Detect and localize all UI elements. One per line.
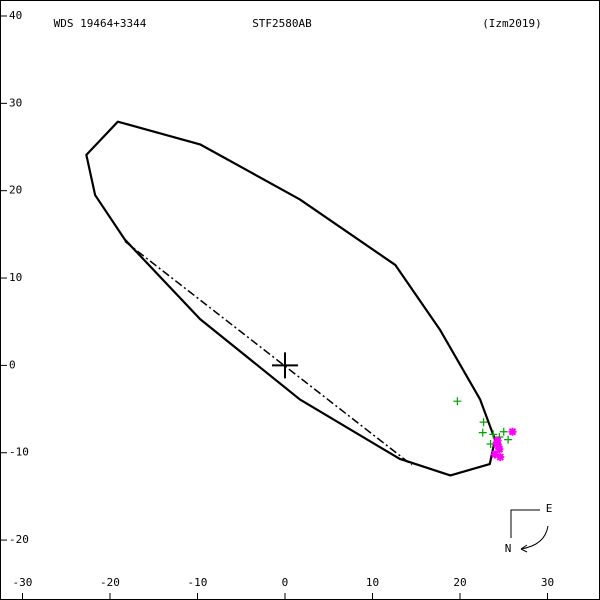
- compass-north: N: [505, 542, 512, 555]
- wds-label: WDS 19464+3344: [54, 17, 147, 30]
- observation: [453, 397, 462, 406]
- primary-star: [271, 352, 298, 379]
- observation: [489, 430, 498, 439]
- observation: [504, 435, 513, 444]
- compass-axes: [510, 509, 540, 538]
- observation: [479, 418, 488, 427]
- x-tick-label: 20: [453, 576, 466, 589]
- y-tick-label: 20: [9, 184, 22, 197]
- x-tick-label: -20: [100, 576, 120, 589]
- x-tick-label: 30: [541, 576, 554, 589]
- x-tick-label: 10: [366, 576, 379, 589]
- compass: [510, 509, 549, 553]
- observation: [478, 428, 487, 437]
- observation: [494, 442, 503, 451]
- y-tick-label: 30: [9, 96, 22, 109]
- compass-arc: [520, 525, 549, 550]
- observation: [493, 436, 502, 445]
- orbit: [85, 120, 497, 477]
- observation: [508, 427, 517, 436]
- y-tick-label: 0: [9, 358, 16, 371]
- observation: [490, 450, 499, 459]
- y-tick-label: 10: [9, 271, 22, 284]
- x-tick-label: -30: [13, 576, 33, 589]
- y-tick-label: -10: [9, 446, 29, 459]
- compass-east: E: [546, 502, 553, 515]
- x-tick-label: 0: [282, 576, 289, 589]
- chart-title: STF2580AB: [252, 17, 312, 30]
- y-tick-label: -20: [9, 533, 29, 546]
- x-tick-label: -10: [188, 576, 208, 589]
- compass-arrow: [520, 544, 528, 553]
- observation: [499, 427, 508, 436]
- reference-label: (Izm2019): [482, 17, 542, 30]
- y-tick-label: 40: [9, 9, 22, 22]
- observation: [496, 453, 505, 462]
- line-of-nodes: [124, 240, 413, 466]
